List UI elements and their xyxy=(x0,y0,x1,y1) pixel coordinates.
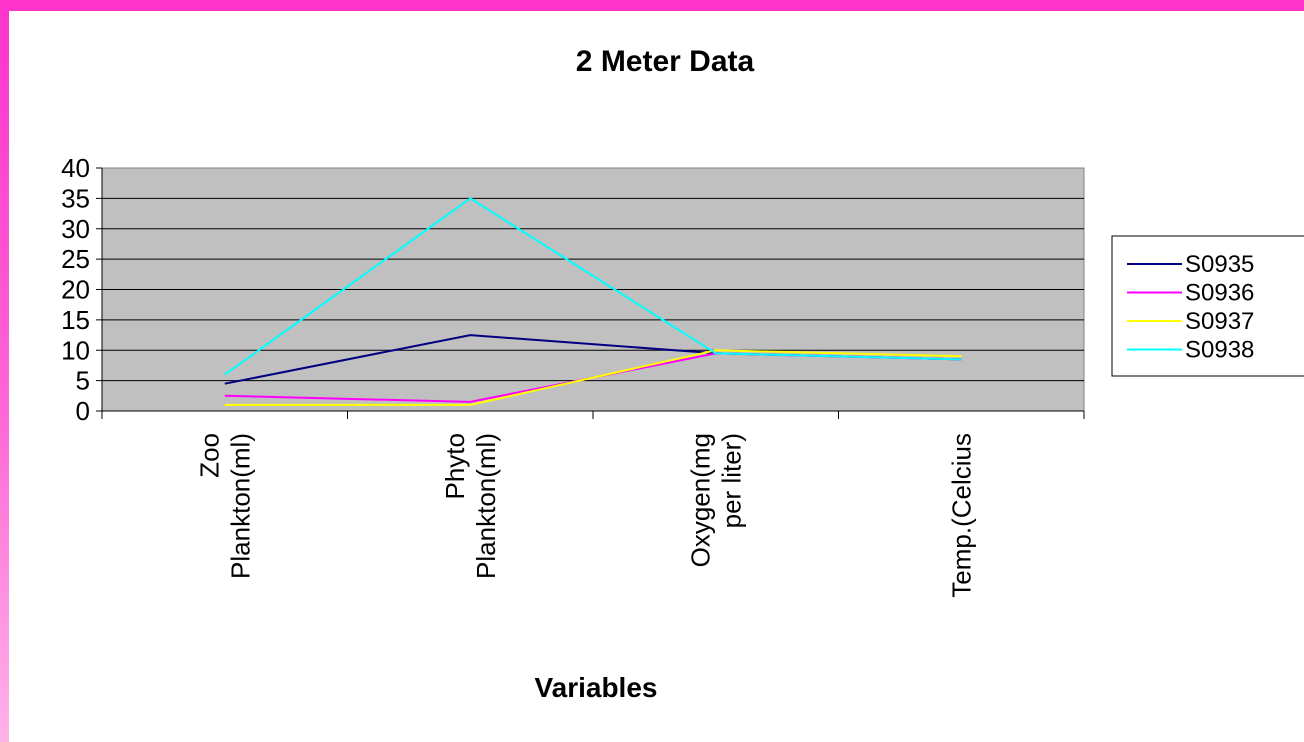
x-tick-label-line: Plankton(ml) xyxy=(471,433,501,579)
chart-title: 2 Meter Data xyxy=(576,45,755,78)
y-tick-label: 0 xyxy=(76,396,90,426)
y-tick-label: 20 xyxy=(61,275,90,305)
x-tick-label: Phyto Plankton(ml) xyxy=(440,433,501,579)
y-tick-label: 5 xyxy=(76,366,90,396)
x-tick-label-line: Temp.(Celcius xyxy=(946,433,976,598)
x-tick-label: Zoo Plankton(ml) xyxy=(194,433,255,579)
legend-box xyxy=(1111,235,1304,377)
x-tick-label-line: Oxygen(mg xyxy=(685,433,715,567)
plot-area xyxy=(101,167,1085,412)
x-axis-ticks: Zoo Plankton(ml) Phyto Plankton(ml) Oxygen(m… xyxy=(101,411,1085,598)
x-tick-label: Temp.(Celcius xyxy=(946,433,976,598)
series-line-s0938 xyxy=(224,197,962,376)
legend-label: S0937 xyxy=(1185,308,1254,335)
legend-label: S0938 xyxy=(1185,337,1254,364)
x-tick-label-line: per liter) xyxy=(716,433,746,528)
y-tick-label: 10 xyxy=(61,335,90,365)
y-tick-label: 15 xyxy=(61,305,90,335)
x-tick-label: Oxygen(mg per liter) xyxy=(685,433,746,567)
series-lines xyxy=(224,197,962,406)
x-tick-label-line: Plankton(ml) xyxy=(225,433,255,579)
legend-label: S0935 xyxy=(1185,251,1254,278)
y-tick-label: 40 xyxy=(61,153,90,183)
chart-frame: 2 Meter Data 0 5 10 15 20 25 30 35 40 Zoo Plankto… xyxy=(9,11,1304,742)
legend-label: S0936 xyxy=(1185,280,1254,307)
y-tick-label: 35 xyxy=(61,183,90,213)
x-tick-label-line: Zoo xyxy=(194,433,224,478)
y-tick-label: 30 xyxy=(61,214,90,244)
y-tick-label: 25 xyxy=(61,244,90,274)
x-axis-title: Variables xyxy=(535,672,658,703)
x-tick-label-line: Phyto xyxy=(440,433,470,500)
series-line-s0937 xyxy=(224,349,962,406)
